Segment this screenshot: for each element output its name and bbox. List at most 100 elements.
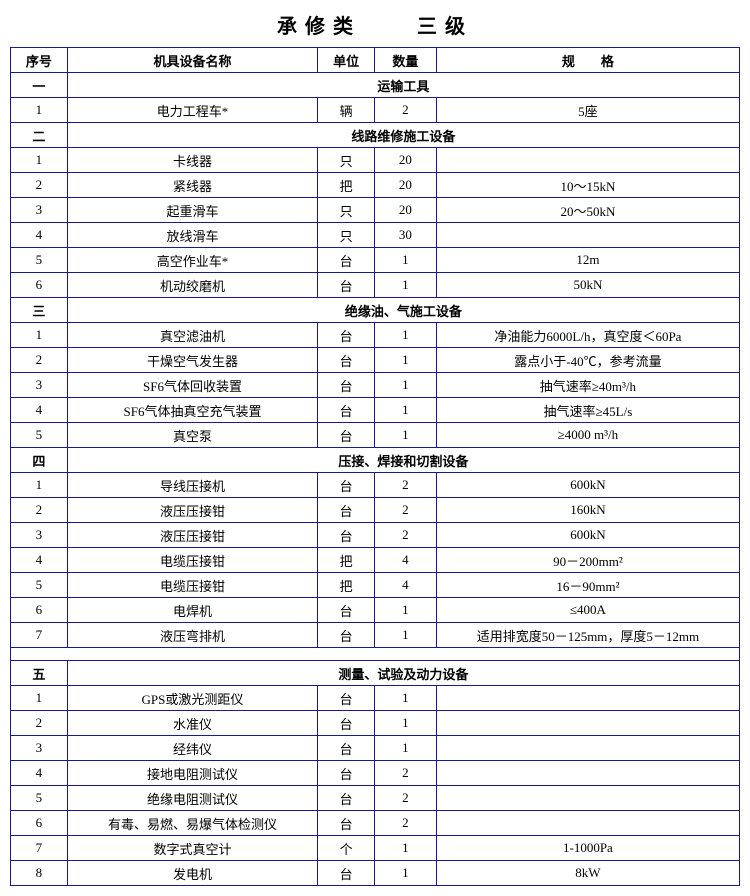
cell-qty: 4	[374, 573, 436, 598]
cell-unit: 台	[318, 786, 375, 811]
cell-name: 导线压接机	[67, 473, 318, 498]
cell-unit: 个	[318, 836, 375, 861]
cell-seq: 3	[11, 198, 68, 223]
cell-spec: 露点小于-40℃，参考流量	[436, 348, 739, 373]
cell-spec	[436, 686, 739, 711]
section-no: 二	[11, 123, 68, 148]
cell-name: 干燥空气发生器	[67, 348, 318, 373]
table-row: 7液压弯排机台1适用排宽度50－125mm，厚度5－12mm	[11, 623, 740, 648]
table-row: 5电缆压接钳把416－90mm²	[11, 573, 740, 598]
section-title: 运输工具	[67, 73, 739, 98]
cell-name: 接地电阻测试仪	[67, 761, 318, 786]
cell-name: 紧线器	[67, 173, 318, 198]
cell-unit: 台	[318, 523, 375, 548]
table-row: 3SF6气体回收装置台1抽气速率≥40m³/h	[11, 373, 740, 398]
table-row: 4放线滑车只30	[11, 223, 740, 248]
section-title: 测量、试验及动力设备	[67, 661, 739, 686]
table-row: 6有毒、易燃、易爆气体检测仪台2	[11, 811, 740, 836]
cell-unit: 台	[318, 348, 375, 373]
cell-qty: 1	[374, 423, 436, 448]
cell-name: 放线滑车	[67, 223, 318, 248]
cell-name: 发电机	[67, 861, 318, 886]
cell-unit: 只	[318, 148, 375, 173]
table-row: 3液压压接钳台2600kN	[11, 523, 740, 548]
cell-name: 有毒、易燃、易爆气体检测仪	[67, 811, 318, 836]
cell-spec: 抽气速率≥45L/s	[436, 398, 739, 423]
section-no: 五	[11, 661, 68, 686]
cell-name: 液压压接钳	[67, 498, 318, 523]
cell-seq: 5	[11, 786, 68, 811]
cell-seq: 3	[11, 523, 68, 548]
cell-qty: 1	[374, 373, 436, 398]
cell-seq: 1	[11, 323, 68, 348]
table-row: 6机动绞磨机台150kN	[11, 273, 740, 298]
cell-seq: 4	[11, 223, 68, 248]
cell-seq: 4	[11, 761, 68, 786]
cell-seq: 2	[11, 348, 68, 373]
section-header: 四压接、焊接和切割设备	[11, 448, 740, 473]
table-row: 5绝缘电阻测试仪台2	[11, 786, 740, 811]
cell-seq: 8	[11, 861, 68, 886]
table-row: 2干燥空气发生器台1露点小于-40℃，参考流量	[11, 348, 740, 373]
section-title: 压接、焊接和切割设备	[67, 448, 739, 473]
cell-seq: 6	[11, 273, 68, 298]
cell-qty: 1	[374, 348, 436, 373]
cell-qty: 1	[374, 398, 436, 423]
cell-qty: 2	[374, 498, 436, 523]
section-gap	[11, 648, 740, 661]
table-row: 2液压压接钳台2160kN	[11, 498, 740, 523]
table-row: 3起重滑车只2020～50kN	[11, 198, 740, 223]
cell-qty: 20	[374, 148, 436, 173]
cell-seq: 7	[11, 623, 68, 648]
cell-name: 数字式真空计	[67, 836, 318, 861]
cell-spec	[436, 711, 739, 736]
table-row: 1卡线器只20	[11, 148, 740, 173]
col-unit: 单位	[318, 48, 375, 73]
cell-spec: 160kN	[436, 498, 739, 523]
cell-spec: 净油能力6000L/h，真空度＜60Pa	[436, 323, 739, 348]
cell-qty: 20	[374, 198, 436, 223]
section-header: 一运输工具	[11, 73, 740, 98]
cell-name: 电焊机	[67, 598, 318, 623]
cell-qty: 1	[374, 736, 436, 761]
cell-name: 真空泵	[67, 423, 318, 448]
cell-spec: 16－90mm²	[436, 573, 739, 598]
cell-unit: 辆	[318, 98, 375, 123]
cell-spec	[436, 811, 739, 836]
cell-name: 绝缘电阻测试仪	[67, 786, 318, 811]
cell-qty: 2	[374, 523, 436, 548]
cell-unit: 台	[318, 473, 375, 498]
section-no: 三	[11, 298, 68, 323]
cell-name: 高空作业车*	[67, 248, 318, 273]
cell-name: 电缆压接钳	[67, 573, 318, 598]
cell-spec: 50kN	[436, 273, 739, 298]
section-header: 二线路维修施工设备	[11, 123, 740, 148]
cell-unit: 把	[318, 548, 375, 573]
table-row: 4SF6气体抽真空充气装置台1抽气速率≥45L/s	[11, 398, 740, 423]
cell-seq: 6	[11, 598, 68, 623]
cell-unit: 台	[318, 861, 375, 886]
cell-name: 电力工程车*	[67, 98, 318, 123]
cell-spec: ≤400A	[436, 598, 739, 623]
cell-name: 电缆压接钳	[67, 548, 318, 573]
cell-spec: 8kW	[436, 861, 739, 886]
page-title: 承修类 三级	[10, 10, 740, 39]
cell-spec	[436, 786, 739, 811]
cell-seq: 1	[11, 148, 68, 173]
table-row: 6电焊机台1≤400A	[11, 598, 740, 623]
table-row: 8发电机台18kW	[11, 861, 740, 886]
col-spec: 规 格	[436, 48, 739, 73]
cell-spec	[436, 761, 739, 786]
cell-qty: 1	[374, 686, 436, 711]
cell-qty: 1	[374, 711, 436, 736]
cell-unit: 只	[318, 198, 375, 223]
cell-spec: 600kN	[436, 523, 739, 548]
section-no: 一	[11, 73, 68, 98]
table-row: 7数字式真空计个11-1000Pa	[11, 836, 740, 861]
cell-unit: 台	[318, 711, 375, 736]
table-row: 3经纬仪台1	[11, 736, 740, 761]
cell-name: SF6气体抽真空充气装置	[67, 398, 318, 423]
cell-qty: 1	[374, 598, 436, 623]
cell-unit: 台	[318, 398, 375, 423]
col-qty: 数量	[374, 48, 436, 73]
